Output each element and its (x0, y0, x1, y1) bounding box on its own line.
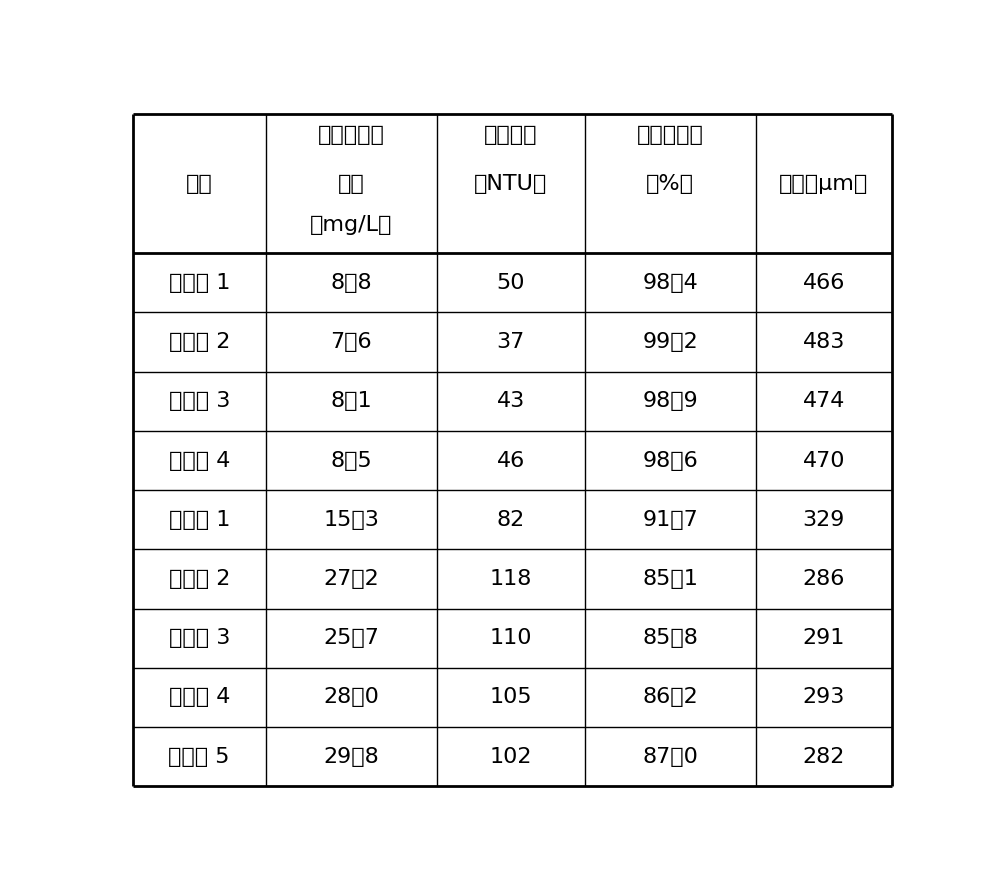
Text: 15．3: 15．3 (323, 510, 379, 530)
Text: 102: 102 (489, 747, 532, 766)
Text: 27．2: 27．2 (323, 569, 379, 589)
Text: 组别: 组别 (186, 174, 213, 193)
Text: 7．6: 7．6 (330, 332, 372, 352)
Text: 85．8: 85．8 (642, 628, 698, 648)
Text: 43: 43 (496, 391, 525, 412)
Text: 98．4: 98．4 (642, 273, 698, 293)
Text: 110: 110 (489, 628, 532, 648)
Text: 28．0: 28．0 (323, 687, 379, 707)
Text: 粒径（μm）: 粒径（μm） (779, 174, 869, 193)
Text: 282: 282 (803, 747, 845, 766)
Text: 37: 37 (496, 332, 525, 352)
Text: 99．2: 99．2 (642, 332, 698, 352)
Text: 8．5: 8．5 (330, 451, 372, 470)
Text: （mg/L）: （mg/L） (310, 216, 392, 235)
Text: 329: 329 (803, 510, 845, 530)
Text: 474: 474 (803, 391, 845, 412)
Text: 50: 50 (496, 273, 525, 293)
Text: 对比例 4: 对比例 4 (169, 687, 230, 707)
Text: 出水浊度: 出水浊度 (484, 125, 537, 144)
Text: 出水氟离子: 出水氟离子 (318, 125, 385, 144)
Text: 98．6: 98．6 (642, 451, 698, 470)
Text: 291: 291 (803, 628, 845, 648)
Text: 对比例 2: 对比例 2 (169, 569, 230, 589)
Text: 286: 286 (803, 569, 845, 589)
Text: 对比例 5: 对比例 5 (168, 747, 230, 766)
Text: 氟化钙纯度: 氟化钙纯度 (637, 125, 704, 144)
Text: 实施例 4: 实施例 4 (169, 451, 230, 470)
Text: 91．7: 91．7 (642, 510, 698, 530)
Text: 105: 105 (489, 687, 532, 707)
Text: 29．8: 29．8 (323, 747, 379, 766)
Text: 8．8: 8．8 (330, 273, 372, 293)
Text: 85．1: 85．1 (642, 569, 698, 589)
Text: 实施例 3: 实施例 3 (169, 391, 230, 412)
Text: 87．0: 87．0 (642, 747, 698, 766)
Text: 118: 118 (489, 569, 532, 589)
Text: 483: 483 (803, 332, 845, 352)
Text: 对比例 1: 对比例 1 (169, 510, 230, 530)
Text: 对比例 3: 对比例 3 (169, 628, 230, 648)
Text: 浓度: 浓度 (338, 174, 364, 193)
Text: 8．1: 8．1 (330, 391, 372, 412)
Text: 46: 46 (496, 451, 525, 470)
Text: 25．7: 25．7 (323, 628, 379, 648)
Text: 86．2: 86．2 (642, 687, 698, 707)
Text: 实施例 1: 实施例 1 (169, 273, 230, 293)
Text: （NTU）: （NTU） (474, 174, 547, 193)
Text: 98．9: 98．9 (642, 391, 698, 412)
Text: 实施例 2: 实施例 2 (169, 332, 230, 352)
Text: 470: 470 (803, 451, 845, 470)
Text: 82: 82 (496, 510, 525, 530)
Text: 466: 466 (803, 273, 845, 293)
Text: 293: 293 (803, 687, 845, 707)
Text: （%）: （%） (646, 174, 694, 193)
